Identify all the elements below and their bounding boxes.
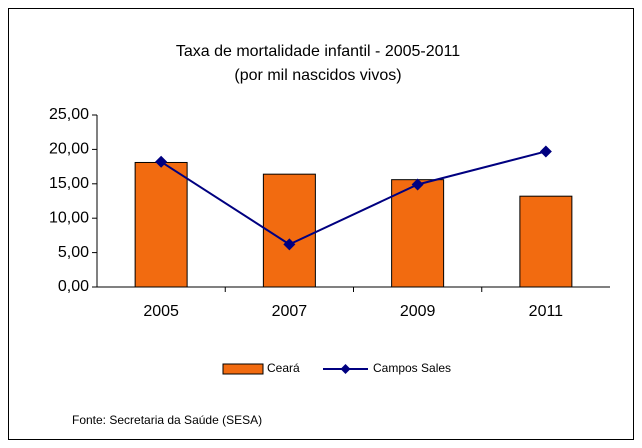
chart-subtitle: (por mil nascidos vivos) [234,67,401,84]
bar [262,173,316,288]
point [283,238,296,251]
x-tick-label: 2011 [529,303,564,320]
y-tick-label: 20,00 [49,141,89,158]
bar [134,161,188,288]
y-tick-label: 0,00 [58,278,89,295]
point [155,155,168,168]
point [411,178,424,191]
point [539,145,552,158]
source-note: Fonte: Secretaria da Saúde (SESA) [72,413,262,427]
y-tick-label: 25,00 [49,106,89,123]
legend-swatch [222,363,264,375]
legend-label: Campos Sales [373,361,451,375]
x-tick-label: 2009 [400,303,436,320]
x-tick-label: 2007 [272,303,308,320]
chart-title: Taxa de mortalidade infantil - 2005-2011 [176,43,460,60]
y-tick-label: 5,00 [58,244,89,261]
y-tick-label: 15,00 [49,175,89,192]
legend-label: Ceará [267,361,300,375]
x-tick-label: 2005 [143,303,179,320]
legend-marker [340,364,351,374]
bar [391,179,445,288]
bar [519,195,573,288]
y-tick-label: 10,00 [49,209,89,226]
line [160,150,547,246]
